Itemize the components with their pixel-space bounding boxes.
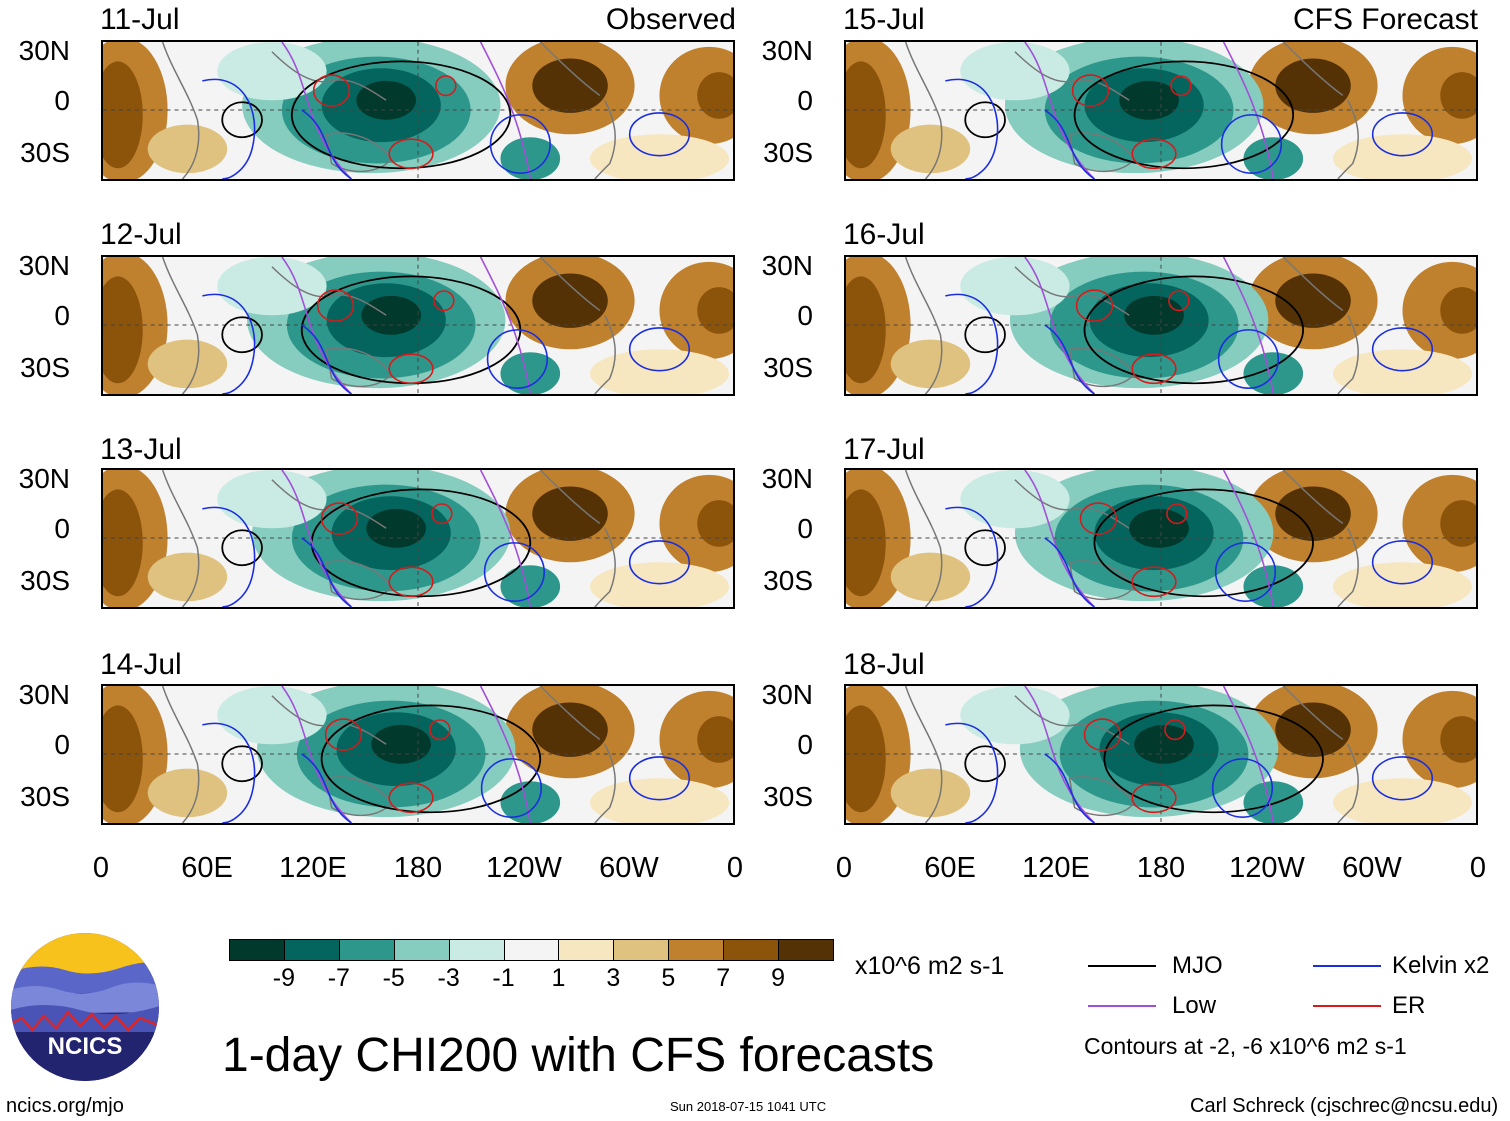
map-panel — [844, 255, 1478, 396]
map-panel — [101, 684, 735, 825]
colorbar-swatch — [338, 939, 395, 961]
lat-label: 30N — [761, 250, 813, 281]
lat-label: 30S — [20, 565, 70, 596]
colorbar-label: -7 — [327, 964, 350, 992]
lon-label: 120W — [486, 852, 562, 884]
observed-label: Observed — [605, 3, 736, 36]
lat-label: 0 — [797, 300, 813, 331]
panel-date-label: 13-Jul — [100, 433, 182, 466]
colorbar-swatch — [668, 939, 725, 961]
chart-title: 1-day CHI200 with CFS forecasts — [222, 1029, 935, 1082]
colorbar-swatch — [613, 939, 670, 961]
logo-text: NCICS — [48, 1033, 123, 1060]
lon-label: 120E — [1022, 852, 1090, 884]
lon-label: 60W — [1342, 852, 1402, 884]
lat-label: 0 — [797, 513, 813, 544]
colorbar-label: -3 — [437, 964, 460, 992]
lat-label: 30S — [763, 781, 813, 812]
ncics-logo: NCICS — [10, 932, 160, 1082]
map-panel — [101, 255, 735, 396]
lat-label: 30N — [18, 250, 70, 281]
low-legend-line — [1088, 1005, 1156, 1007]
panel-date-label: 12-Jul — [100, 218, 182, 251]
colorbar-swatch — [723, 939, 780, 961]
lat-label: 0 — [54, 513, 70, 544]
lon-label: 60E — [181, 852, 233, 884]
lat-label: 0 — [797, 729, 813, 760]
lat-label: 30S — [20, 352, 70, 383]
panel-date-label: 16-Jul — [843, 218, 925, 251]
panel-date-label: 11-Jul — [100, 3, 180, 36]
lon-label: 0 — [1469, 852, 1487, 884]
map-panel — [844, 468, 1478, 609]
lat-label: 30N — [761, 679, 813, 710]
colorbar-swatch — [503, 939, 560, 961]
er-legend-label: ER — [1392, 992, 1426, 1019]
colorbar-label: 7 — [716, 964, 731, 992]
colorbar-swatch — [778, 939, 834, 961]
lat-label: 0 — [797, 85, 813, 116]
lat-label: 30S — [763, 565, 813, 596]
kelvin-legend-label: Kelvin x2 — [1392, 952, 1490, 979]
lat-label: 30N — [761, 463, 813, 494]
lon-label: 180 — [393, 852, 443, 884]
map-panel — [101, 40, 735, 181]
lon-label: 60W — [599, 852, 659, 884]
lat-label: 30N — [18, 35, 70, 66]
lat-label: 30S — [763, 352, 813, 383]
mjo-legend-line — [1088, 965, 1156, 967]
lon-label: 60E — [924, 852, 976, 884]
footer-timestamp: Sun 2018-07-15 1041 UTC — [670, 1099, 827, 1114]
lat-label: 30S — [20, 137, 70, 168]
colorbar — [229, 939, 834, 961]
colorbar-swatch — [283, 939, 340, 961]
lat-label: 0 — [54, 300, 70, 331]
kelvin-legend-line — [1313, 965, 1381, 967]
footer-author: Carl Schreck (cjschrec@ncsu.edu) — [1190, 1095, 1499, 1117]
lon-label: 0 — [726, 852, 744, 884]
lon-label: 120W — [1229, 852, 1305, 884]
contours-note: Contours at -2, -6 x10^6 m2 s-1 — [1084, 1033, 1407, 1059]
forecast-label: CFS Forecast — [1292, 3, 1478, 36]
low-legend-label: Low — [1172, 992, 1217, 1019]
mjo-legend-label: MJO — [1172, 952, 1223, 979]
lat-label: 30S — [20, 781, 70, 812]
colorbar-swatch — [448, 939, 505, 961]
panel-date-label: 15-Jul — [843, 3, 925, 36]
lat-label: 30N — [761, 35, 813, 66]
lat-label: 0 — [54, 85, 70, 116]
lon-label: 120E — [279, 852, 347, 884]
colorbar-swatch — [229, 939, 285, 961]
lon-label: 0 — [92, 852, 110, 884]
panel-date-label: 17-Jul — [843, 433, 925, 466]
colorbar-label: -5 — [382, 964, 405, 992]
lat-label: 0 — [54, 729, 70, 760]
colorbar-units: x10^6 m2 s-1 — [855, 952, 1005, 980]
lat-label: 30N — [18, 463, 70, 494]
lat-label: 30N — [18, 679, 70, 710]
panel-date-label: 18-Jul — [843, 648, 925, 681]
map-panel — [844, 684, 1478, 825]
lon-label: 0 — [835, 852, 853, 884]
panel-date-label: 14-Jul — [100, 648, 182, 681]
map-panel — [844, 40, 1478, 181]
er-legend-line — [1313, 1005, 1381, 1007]
colorbar-swatch — [393, 939, 450, 961]
colorbar-label: 3 — [606, 964, 621, 992]
lon-label: 180 — [1136, 852, 1186, 884]
map-panel — [101, 468, 735, 609]
colorbar-label: -1 — [492, 964, 515, 992]
colorbar-label: -9 — [272, 964, 296, 992]
colorbar-label: 9 — [771, 964, 786, 992]
lat-label: 30S — [763, 137, 813, 168]
colorbar-label: 1 — [551, 964, 566, 992]
footer-url[interactable]: ncics.org/mjo — [6, 1095, 124, 1117]
colorbar-label: 5 — [661, 964, 676, 992]
colorbar-swatch — [558, 939, 615, 961]
